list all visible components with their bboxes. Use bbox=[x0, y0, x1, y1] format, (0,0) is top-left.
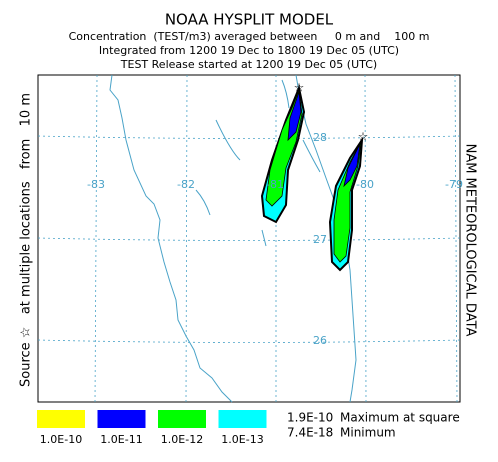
max-text: Maximum at square bbox=[340, 411, 460, 425]
legend-swatch bbox=[158, 410, 206, 428]
subtitle: TEST Release started at 1200 19 Dec 05 (… bbox=[120, 58, 377, 71]
source-star: ☆ bbox=[358, 130, 369, 144]
lat-label: 26 bbox=[313, 334, 327, 347]
subtitle: Concentration (TEST/m3) averaged between… bbox=[69, 30, 430, 43]
plume-contour bbox=[287, 91, 302, 142]
lon-label: -81 bbox=[266, 178, 284, 191]
lat-label: 27 bbox=[313, 233, 327, 246]
source-star: ☆ bbox=[294, 81, 305, 95]
map-labels: -83 -82 -81 -80 -79 28 27 26 bbox=[87, 131, 463, 347]
plume-contour bbox=[343, 143, 361, 188]
lon-label: -79 bbox=[445, 178, 463, 191]
map-frame bbox=[37, 74, 461, 403]
lon-label: -83 bbox=[87, 178, 105, 191]
lat-label: 28 bbox=[313, 131, 327, 144]
legend: 1.0E-10 1.0E-11 1.0E-12 1.0E-13 bbox=[37, 410, 267, 446]
title: NOAA HYSPLIT MODEL bbox=[165, 11, 334, 29]
legend-swatch bbox=[97, 410, 146, 428]
lon-label: -80 bbox=[356, 178, 374, 191]
legend-label: 1.0E-13 bbox=[221, 433, 263, 446]
subtitle: Integrated from 1200 19 Dec to 1800 19 D… bbox=[99, 44, 399, 57]
legend-label: 1.0E-12 bbox=[161, 433, 203, 446]
legend-swatch bbox=[218, 410, 267, 428]
side-label: Source ☆ at multiple locations from 10 m bbox=[19, 93, 34, 387]
min-text: Minimum bbox=[340, 426, 396, 440]
legend-swatch bbox=[37, 410, 85, 428]
graticule bbox=[37, 74, 461, 403]
legend-label: 1.0E-11 bbox=[100, 433, 142, 446]
lon-label: -82 bbox=[177, 178, 195, 191]
legend-label: 1.0E-10 bbox=[40, 433, 82, 446]
min-value: 7.4E-18 bbox=[287, 426, 333, 440]
side-label: NAM METEOROLOGICAL DATA bbox=[463, 144, 478, 337]
max-value: 1.9E-10 bbox=[287, 411, 333, 425]
plumes: ☆☆ bbox=[260, 81, 369, 272]
